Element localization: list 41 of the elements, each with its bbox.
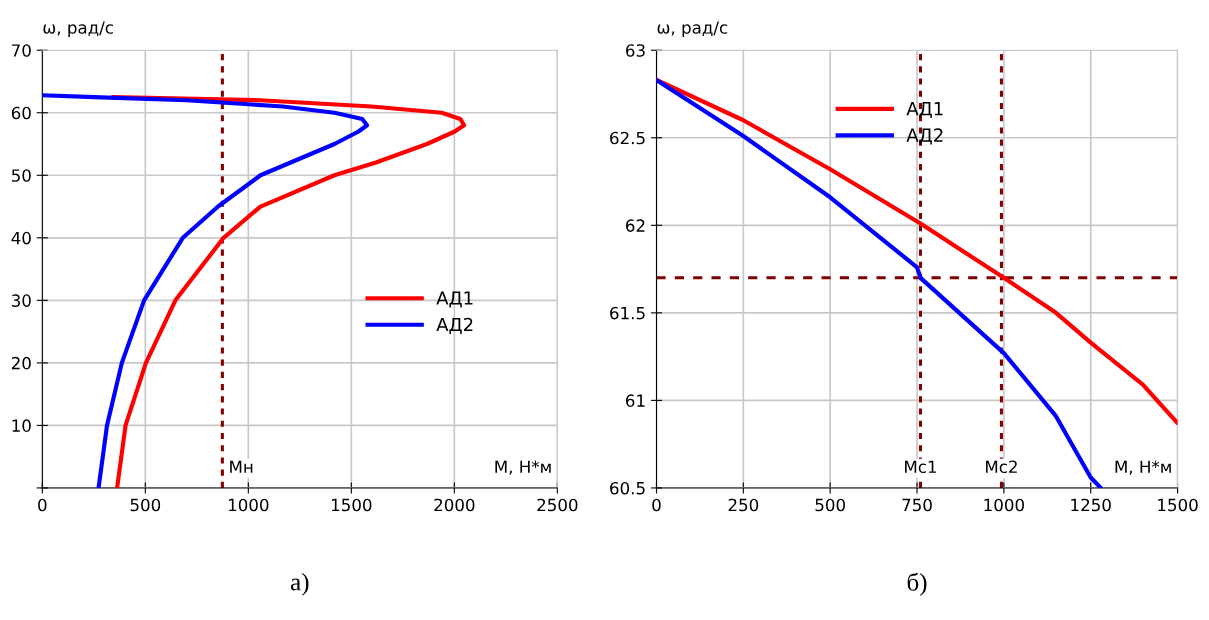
y-tick-label: 20 [11, 356, 31, 370]
y-axis-title: ω, рад/с [657, 21, 728, 38]
y-tick-label: 63 [626, 44, 645, 57]
legend-label: АД2 [906, 128, 943, 145]
y-tick-label: 60 [11, 106, 31, 120]
line-series [656, 77, 1103, 488]
ref-line-label: Мс2 [986, 460, 1017, 474]
x-tick-label: 2000 [434, 498, 475, 512]
y-tick-label: 62.5 [610, 131, 645, 145]
x-axis-title: М, Н*м [1115, 460, 1171, 475]
legend-label: АД1 [906, 102, 943, 119]
x-tick-label: 250 [728, 498, 759, 512]
x-tick-label: 500 [130, 498, 161, 512]
ref-line-label: Мс1 [905, 460, 937, 474]
y-tick-label: 61 [626, 394, 645, 407]
y-tick-label: 60.5 [610, 481, 645, 495]
y-tick-label: 50 [11, 169, 31, 182]
x-tick-label: 500 [815, 498, 845, 512]
line-series [42, 93, 370, 488]
y-axis-title: ω, рад/с [43, 21, 113, 38]
ref-line-label: Мн [230, 460, 253, 473]
y-tick-label: 61.5 [610, 306, 645, 320]
x-tick-label: 1250 [1071, 498, 1111, 512]
y-tick-label: 70 [12, 44, 31, 57]
x-tick-label: 1500 [1158, 498, 1198, 512]
text: а) [291, 572, 309, 596]
y-tick-label: 10 [12, 419, 31, 432]
y-tick-label: 40 [11, 231, 31, 245]
y-tick-label: 30 [11, 294, 31, 307]
x-tick-label: 1500 [331, 498, 372, 512]
x-tick-label: 0 [652, 498, 661, 512]
x-tick-label: 0 [38, 498, 47, 512]
x-tick-label: 2500 [537, 498, 578, 512]
x-tick-label: 1000 [984, 498, 1024, 512]
x-axis-title: М, Н*м [495, 460, 551, 475]
x-tick-label: 1000 [228, 498, 269, 512]
text: б) [907, 572, 927, 596]
y-tick-label: 62 [626, 219, 645, 232]
legend-label: АД2 [436, 317, 473, 334]
x-tick-label: 750 [902, 498, 932, 512]
legend-label: АД1 [436, 291, 473, 308]
